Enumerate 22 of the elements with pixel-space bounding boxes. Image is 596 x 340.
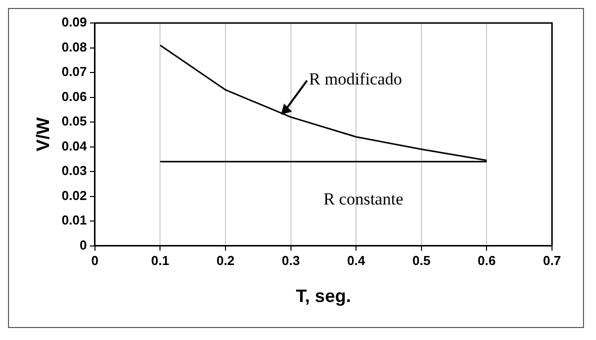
x-tick-label: 0 xyxy=(91,253,99,268)
x-tick-label: 0.4 xyxy=(347,253,366,268)
x-tick-label: 0.3 xyxy=(282,253,300,268)
y-tick-label: 0.07 xyxy=(62,64,87,80)
y-tick-label: 0.08 xyxy=(62,39,87,54)
x-tick-label: 0.2 xyxy=(216,253,235,268)
x-tick-label: 0.7 xyxy=(542,253,562,268)
y-tick-label: 0.09 xyxy=(62,14,87,30)
annotation: R constante xyxy=(323,190,404,209)
y-tick-label: 0.05 xyxy=(62,114,87,129)
y-tick-label: 0.02 xyxy=(62,188,87,203)
x-axis-title: T, seg. xyxy=(296,286,351,306)
y-tick-label: 0.03 xyxy=(62,163,87,178)
y-tick-label: 0.04 xyxy=(62,138,88,154)
y-tick-label: 0.01 xyxy=(62,212,87,228)
x-tick-label: 0.5 xyxy=(412,253,430,268)
x-tick-label: 0.1 xyxy=(151,253,170,268)
x-tick-label: 0.6 xyxy=(478,253,496,268)
y-tick-label: 0 xyxy=(80,237,87,252)
y-tick-label: 0.06 xyxy=(62,88,87,104)
annotation: R modificado xyxy=(309,70,402,89)
y-axis-title: V/W xyxy=(32,117,53,152)
